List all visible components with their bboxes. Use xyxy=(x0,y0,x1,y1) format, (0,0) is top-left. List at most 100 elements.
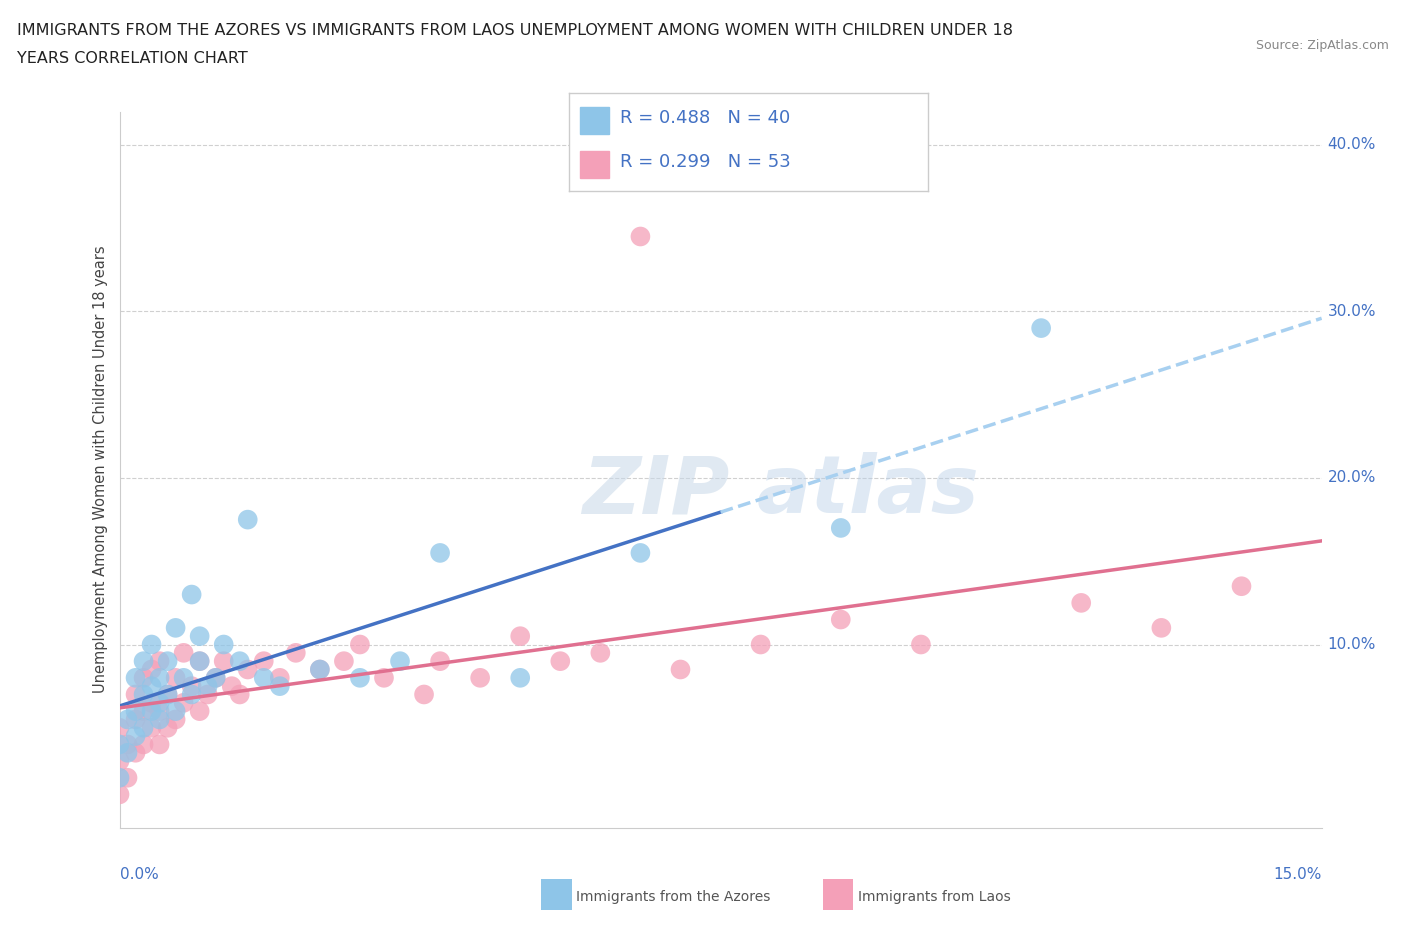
Point xyxy=(910,637,932,652)
Point xyxy=(509,629,531,644)
Point xyxy=(108,737,131,751)
Point xyxy=(117,745,139,760)
Point xyxy=(509,671,531,685)
Point xyxy=(468,671,492,685)
Point xyxy=(165,712,187,727)
Point xyxy=(429,546,451,561)
Point xyxy=(149,712,172,727)
Point xyxy=(204,671,226,685)
Point xyxy=(1029,321,1052,336)
Text: 0.0%: 0.0% xyxy=(120,867,159,882)
Point xyxy=(141,662,163,677)
Point xyxy=(349,671,371,685)
Point xyxy=(204,671,226,685)
Point xyxy=(124,712,146,727)
Point xyxy=(149,671,172,685)
Point xyxy=(141,637,163,652)
Point xyxy=(333,654,356,669)
Point xyxy=(132,671,155,685)
Point xyxy=(156,721,179,736)
Point xyxy=(173,671,195,685)
Point xyxy=(830,521,852,536)
Text: Immigrants from the Azores: Immigrants from the Azores xyxy=(576,890,770,905)
Point xyxy=(141,696,163,711)
Point xyxy=(669,662,692,677)
Point xyxy=(1070,595,1092,610)
Point xyxy=(236,512,259,527)
Point xyxy=(269,671,291,685)
Point xyxy=(212,654,235,669)
Point xyxy=(221,679,243,694)
Point xyxy=(284,645,307,660)
Point xyxy=(132,654,155,669)
Point xyxy=(132,704,155,719)
Point xyxy=(197,687,219,702)
Point xyxy=(108,721,131,736)
Point xyxy=(165,671,187,685)
Point xyxy=(1230,578,1253,593)
Point xyxy=(124,687,146,702)
Point xyxy=(550,654,572,669)
Text: ZIP: ZIP xyxy=(582,452,730,530)
Point xyxy=(149,696,172,711)
Text: 15.0%: 15.0% xyxy=(1274,867,1322,882)
Point xyxy=(117,770,139,785)
Point xyxy=(253,671,276,685)
Text: 20.0%: 20.0% xyxy=(1327,471,1376,485)
Text: Immigrants from Laos: Immigrants from Laos xyxy=(858,890,1011,905)
Point xyxy=(349,637,371,652)
Point xyxy=(124,671,146,685)
Point xyxy=(132,737,155,751)
Point xyxy=(180,679,202,694)
Point xyxy=(108,770,131,785)
Text: 40.0%: 40.0% xyxy=(1327,138,1376,153)
Point xyxy=(413,687,436,702)
Point xyxy=(309,662,332,677)
Point xyxy=(630,546,652,561)
Point xyxy=(124,704,146,719)
Text: YEARS CORRELATION CHART: YEARS CORRELATION CHART xyxy=(17,51,247,66)
Y-axis label: Unemployment Among Women with Children Under 18 years: Unemployment Among Women with Children U… xyxy=(93,246,108,694)
Point xyxy=(830,612,852,627)
Point xyxy=(212,637,235,652)
Point xyxy=(117,737,139,751)
Point xyxy=(180,587,202,602)
Point xyxy=(149,737,172,751)
Point xyxy=(269,679,291,694)
Point xyxy=(309,662,332,677)
Point xyxy=(165,704,187,719)
Point xyxy=(253,654,276,669)
Text: atlas: atlas xyxy=(756,452,980,530)
Point xyxy=(188,654,211,669)
Point xyxy=(156,687,179,702)
Point xyxy=(132,687,155,702)
Point xyxy=(156,687,179,702)
Bar xyxy=(581,151,609,178)
Point xyxy=(188,654,211,669)
Point xyxy=(108,753,131,768)
Point xyxy=(149,654,172,669)
Text: 30.0%: 30.0% xyxy=(1327,304,1376,319)
Point xyxy=(197,679,219,694)
Text: R = 0.299   N = 53: R = 0.299 N = 53 xyxy=(620,153,790,171)
Bar xyxy=(581,107,609,134)
Point xyxy=(141,679,163,694)
Text: 10.0%: 10.0% xyxy=(1327,637,1376,652)
Point xyxy=(180,687,202,702)
Point xyxy=(108,787,131,802)
Text: Source: ZipAtlas.com: Source: ZipAtlas.com xyxy=(1256,39,1389,52)
Point xyxy=(173,696,195,711)
Point xyxy=(124,729,146,744)
Point xyxy=(124,745,146,760)
Point xyxy=(188,629,211,644)
Point xyxy=(156,654,179,669)
Point xyxy=(165,620,187,635)
Text: IMMIGRANTS FROM THE AZORES VS IMMIGRANTS FROM LAOS UNEMPLOYMENT AMONG WOMEN WITH: IMMIGRANTS FROM THE AZORES VS IMMIGRANTS… xyxy=(17,23,1012,38)
Point xyxy=(173,645,195,660)
Point xyxy=(228,687,252,702)
Point xyxy=(749,637,772,652)
Point xyxy=(132,721,155,736)
Point xyxy=(228,654,252,669)
Point xyxy=(236,662,259,677)
Point xyxy=(429,654,451,669)
